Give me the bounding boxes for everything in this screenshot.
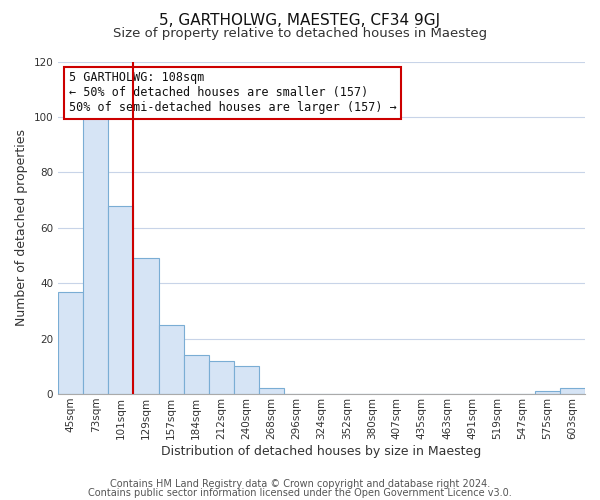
Bar (209, 361, 234, 394)
Text: 5, GARTHOLWG, MAESTEG, CF34 9GJ: 5, GARTHOLWG, MAESTEG, CF34 9GJ (160, 12, 440, 28)
Text: 5 GARTHOLWG: 108sqm
← 50% of detached houses are smaller (157)
50% of semi-detac: 5 GARTHOLWG: 108sqm ← 50% of detached ho… (69, 72, 397, 114)
Bar (259, 388, 284, 394)
Text: Contains HM Land Registry data © Crown copyright and database right 2024.: Contains HM Land Registry data © Crown c… (110, 479, 490, 489)
Bar (184, 355, 209, 394)
Text: Size of property relative to detached houses in Maesteg: Size of property relative to detached ho… (113, 28, 487, 40)
Bar (109, 206, 133, 394)
Bar (234, 366, 259, 394)
Bar (133, 258, 158, 394)
Bar (560, 388, 585, 394)
X-axis label: Distribution of detached houses by size in Maesteg: Distribution of detached houses by size … (161, 444, 482, 458)
Bar (58, 292, 83, 394)
Bar (158, 325, 184, 394)
Bar (535, 392, 560, 394)
Text: Contains public sector information licensed under the Open Government Licence v3: Contains public sector information licen… (88, 488, 512, 498)
Y-axis label: Number of detached properties: Number of detached properties (15, 130, 28, 326)
Bar (83, 117, 109, 394)
